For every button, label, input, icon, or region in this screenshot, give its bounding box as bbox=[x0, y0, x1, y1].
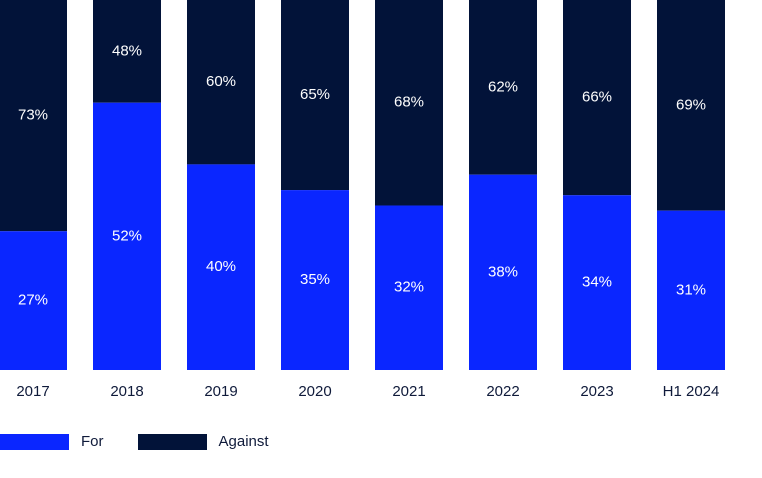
legend-item-for: For bbox=[0, 433, 104, 450]
data-label-against: 69% bbox=[676, 96, 706, 113]
data-label-against: 68% bbox=[394, 94, 424, 111]
legend-label-for: For bbox=[81, 433, 104, 450]
bar-against-2023 bbox=[563, 0, 631, 196]
x-tick-label: 2023 bbox=[580, 383, 613, 400]
legend-item-against: Against bbox=[137, 433, 269, 450]
data-label-for: 52% bbox=[112, 227, 142, 244]
data-label-against: 62% bbox=[488, 78, 518, 95]
bar-for-2020 bbox=[281, 190, 349, 370]
bar-for-2021 bbox=[375, 205, 443, 370]
data-label-for: 32% bbox=[394, 279, 424, 296]
bar-against-2019 bbox=[187, 0, 255, 165]
x-tick-label: 2022 bbox=[486, 383, 519, 400]
data-label-against: 65% bbox=[300, 86, 330, 103]
bar-against-2021 bbox=[375, 0, 443, 206]
bar-against-2020 bbox=[281, 0, 349, 191]
legend-label-against: Against bbox=[218, 433, 269, 450]
bar-for-h1-2024 bbox=[657, 210, 725, 370]
data-label-against: 60% bbox=[206, 73, 236, 90]
bar-against-h1-2024 bbox=[657, 0, 725, 211]
data-label-against: 66% bbox=[582, 89, 612, 106]
bar-against-2022 bbox=[469, 0, 537, 175]
legend-swatch-against bbox=[137, 433, 207, 450]
data-label-against: 73% bbox=[18, 107, 48, 124]
data-label-for: 40% bbox=[206, 258, 236, 275]
bar-for-2019 bbox=[187, 164, 255, 370]
data-label-against: 48% bbox=[112, 42, 142, 59]
bar-against-2017 bbox=[0, 0, 67, 232]
stacked-bar-chart: 27% 73% 2017 52% 48% 2018 40% 60% 2019 35% 65% 2020… bbox=[0, 0, 725, 400]
bar-for-2018 bbox=[93, 102, 161, 370]
data-label-for: 38% bbox=[488, 263, 518, 280]
x-tick-label: 2020 bbox=[298, 383, 331, 400]
x-tick-label: 2019 bbox=[204, 383, 237, 400]
data-label-for: 27% bbox=[18, 292, 48, 309]
x-tick-label: 2017 bbox=[16, 383, 49, 400]
x-tick-label: 2018 bbox=[110, 383, 143, 400]
data-label-for: 34% bbox=[582, 274, 612, 291]
data-label-for: 35% bbox=[300, 271, 330, 288]
legend-swatch-for bbox=[0, 433, 69, 450]
bar-for-2023 bbox=[563, 195, 631, 370]
bar-for-2022 bbox=[469, 174, 537, 370]
bar-against-2018 bbox=[93, 0, 161, 103]
bar-for-2017 bbox=[0, 231, 67, 370]
x-tick-label: 2021 bbox=[392, 383, 425, 400]
x-tick-label: H1 2024 bbox=[663, 383, 720, 400]
legend: For Against bbox=[0, 433, 269, 450]
data-label-for: 31% bbox=[676, 281, 706, 298]
